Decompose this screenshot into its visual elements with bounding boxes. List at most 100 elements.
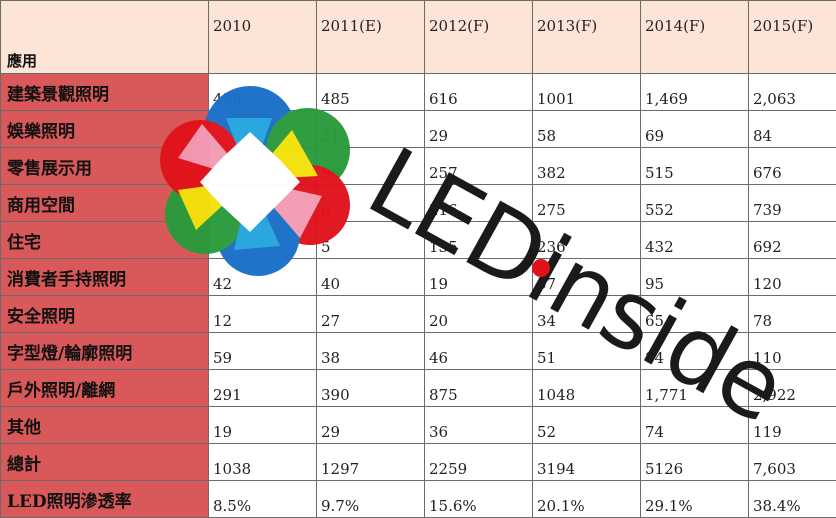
table-cell: 390 — [317, 370, 425, 407]
row-label: LED照明滲透率 — [1, 481, 209, 518]
table-cell — [209, 148, 317, 185]
table-cell — [209, 185, 317, 222]
table-cell: 84 — [749, 111, 836, 148]
table-cell: 120 — [749, 259, 836, 296]
table-cell: 3194 — [533, 444, 641, 481]
table-cell: 57 — [533, 259, 641, 296]
table-cell: 291 — [209, 370, 317, 407]
table-cell: 58 — [533, 111, 641, 148]
table-cell: 74 — [641, 407, 749, 444]
table-cell: 8.5% — [209, 481, 317, 518]
table-cell: 15.6% — [425, 481, 533, 518]
table-cell: 1038 — [209, 444, 317, 481]
table-cell: 739 — [749, 185, 836, 222]
table-cell: 1297 — [317, 444, 425, 481]
table-cell: 5126 — [641, 444, 749, 481]
row-label: 其他 — [1, 407, 209, 444]
table-cell: 78 — [749, 296, 836, 333]
row-label: 消費者手持照明 — [1, 259, 209, 296]
table-cell: 59 — [209, 333, 317, 370]
table-cell: 692 — [749, 222, 836, 259]
table-cell — [209, 222, 317, 259]
row-label: 字型燈/輪廓照明 — [1, 333, 209, 370]
row-label: 戶外照明/離網 — [1, 370, 209, 407]
table-cell: 20.1% — [533, 481, 641, 518]
year-header: 2011(E) — [317, 1, 425, 74]
year-header: 2012(F) — [425, 1, 533, 74]
table-cell: 552 — [641, 185, 749, 222]
row-label: 住宅 — [1, 222, 209, 259]
table-cell: 95 — [641, 259, 749, 296]
table-cell: 2,922 — [749, 370, 836, 407]
table-cell: 382 — [533, 148, 641, 185]
table-cell: 65 — [641, 296, 749, 333]
table-cell: 21 — [317, 111, 425, 148]
table-cell: 875 — [425, 370, 533, 407]
table-cell: 439 — [209, 74, 317, 111]
table-cell: 69 — [641, 111, 749, 148]
table-cell: 51 — [533, 333, 641, 370]
table-cell: 1,771 — [641, 370, 749, 407]
table-cell: 1001 — [533, 74, 641, 111]
header-label: 應用 — [1, 1, 209, 74]
table-cell: 20 — [425, 296, 533, 333]
table-cell: 96 — [317, 148, 425, 185]
row-label: 娛樂照明 — [1, 111, 209, 148]
table-cell: 5 — [317, 222, 425, 259]
header-row: 應用 2010 2011(E) 2012(F) 2013(F) 2014(F) … — [1, 1, 836, 74]
table-cell: 216 — [425, 185, 533, 222]
table-cell: 27 — [317, 296, 425, 333]
table-cell: 29 — [317, 407, 425, 444]
table-cell: 42 — [209, 259, 317, 296]
table-cell: 119 — [749, 407, 836, 444]
table-cell: 110 — [749, 333, 836, 370]
row-label: 商用空間 — [1, 185, 209, 222]
table-cell: 40 — [317, 259, 425, 296]
table-cell: 12 — [209, 296, 317, 333]
year-header: 2015(F) — [749, 1, 836, 74]
table-cell: 257 — [425, 148, 533, 185]
table-cell: 9.7% — [317, 481, 425, 518]
table-cell: 52 — [533, 407, 641, 444]
table-cell: 38 — [317, 333, 425, 370]
table-cell: 34 — [533, 296, 641, 333]
table-cell: 1048 — [533, 370, 641, 407]
table-cell: 19 — [425, 259, 533, 296]
table-cell: 84 — [641, 333, 749, 370]
table-cell: 36 — [425, 407, 533, 444]
table-cell: 676 — [749, 148, 836, 185]
table-cell: 432 — [641, 222, 749, 259]
year-header: 2010 — [209, 1, 317, 74]
table-cell: 46 — [425, 333, 533, 370]
table-cell: 275 — [533, 185, 641, 222]
table-cell: 29.1% — [641, 481, 749, 518]
table-cell: 2,063 — [749, 74, 836, 111]
year-header: 2013(F) — [533, 1, 641, 74]
row-label: 建築景觀照明 — [1, 74, 209, 111]
table-cell — [209, 111, 317, 148]
table-cell: 29 — [425, 111, 533, 148]
row-label: 安全照明 — [1, 296, 209, 333]
table-cell: 7,603 — [749, 444, 836, 481]
table-cell: 1,469 — [641, 74, 749, 111]
row-label: 總計 — [1, 444, 209, 481]
table-cell: 19 — [209, 407, 317, 444]
table-cell: 616 — [425, 74, 533, 111]
table-cell: 2259 — [425, 444, 533, 481]
table-cell: 485 — [317, 74, 425, 111]
table-cell: 236 — [533, 222, 641, 259]
table-cell: 135 — [425, 222, 533, 259]
